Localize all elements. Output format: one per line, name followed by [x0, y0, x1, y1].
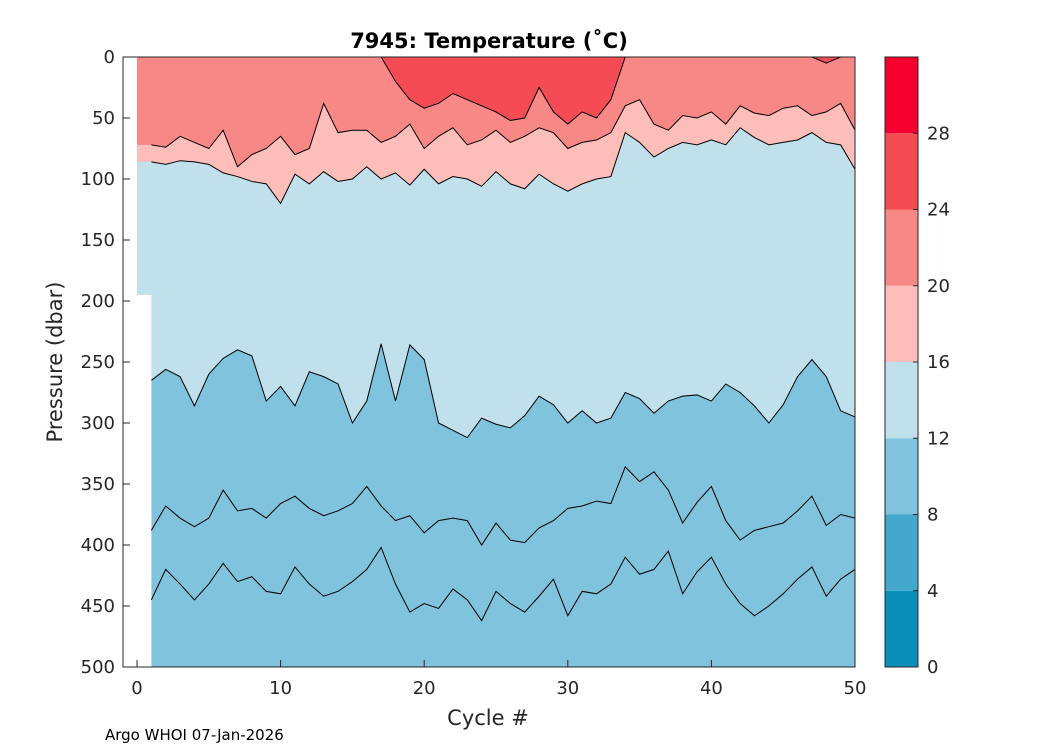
chart-title: 7945: Temperature (˚C) — [350, 29, 628, 53]
colorbar-tick-label: 20 — [927, 276, 950, 297]
isotherm-12-fill — [151, 343, 856, 667]
credit-text: Argo WHOI 07-Jan-2026 — [105, 726, 284, 744]
plot-area — [123, 56, 856, 667]
colorbar-band — [885, 209, 918, 286]
y-tick-label: 350 — [81, 474, 115, 495]
x-axis-label: Cycle # — [447, 706, 529, 730]
x-axis-ticks: 0 10 20 30 40 50 — [131, 660, 866, 699]
x-tick-label: 40 — [700, 678, 723, 699]
isotherm-10-line — [150, 466, 856, 546]
colorbar-tick-label: 24 — [927, 200, 950, 221]
x-tick-label: 20 — [413, 678, 436, 699]
colorbar-tick-label: 16 — [927, 352, 950, 373]
y-axis-label: Pressure (dbar) — [43, 282, 67, 443]
isotherm-20-line — [151, 99, 856, 168]
colorbar-tick-label: 28 — [927, 123, 950, 144]
colorbar-band — [885, 57, 918, 134]
y-tick-label: 100 — [81, 169, 115, 190]
colorbar-band — [885, 285, 918, 362]
y-tick-label: 250 — [81, 352, 115, 373]
colorbar-band — [885, 590, 918, 667]
y-tick-label: 200 — [81, 291, 115, 312]
y-tick-label: 400 — [81, 535, 115, 556]
x-tick-label: 50 — [844, 678, 867, 699]
y-axis-ticks: 0 50 100 150 200 250 300 350 400 450 500 — [81, 47, 130, 678]
isotherm-9-line — [150, 546, 856, 622]
y-tick-label: 50 — [92, 108, 115, 129]
x-tick-label: 0 — [131, 678, 142, 699]
colorbar-band — [885, 438, 918, 515]
y-tick-label: 450 — [81, 596, 115, 617]
colorbar: 0 4 8 12 16 20 24 28 — [884, 56, 950, 678]
no-data-region — [137, 294, 152, 667]
colorbar-band — [885, 362, 918, 439]
y-tick-label: 500 — [81, 657, 115, 678]
colorbar-tick-label: 4 — [927, 581, 938, 602]
colorbar-band — [885, 514, 918, 591]
y-tick-label: 0 — [104, 47, 115, 68]
colorbar-tick-label: 0 — [927, 657, 938, 678]
y-tick-label: 300 — [81, 413, 115, 434]
isotherm-12-line — [151, 343, 856, 439]
isotherm-24-fill — [137, 57, 855, 125]
x-tick-label: 30 — [556, 678, 579, 699]
colorbar-tick-label: 8 — [927, 505, 938, 526]
y-tick-label: 150 — [81, 230, 115, 251]
x-tick-label: 10 — [269, 678, 292, 699]
colorbar-tick-label: 12 — [927, 428, 950, 449]
colorbar-band — [885, 133, 918, 210]
isotherm-16-line — [151, 127, 856, 205]
